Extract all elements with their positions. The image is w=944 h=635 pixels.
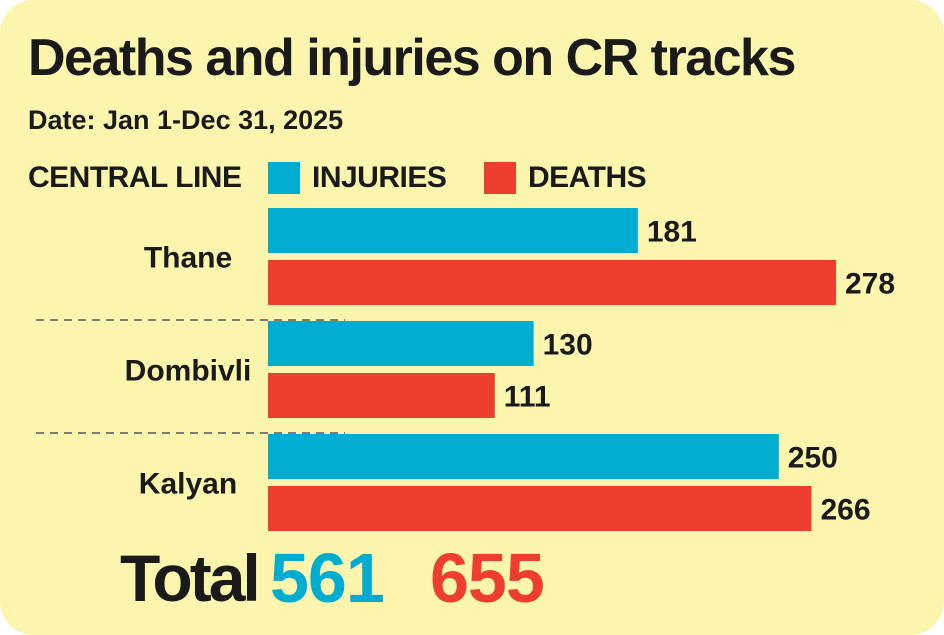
legend-deaths: DEATHS <box>484 158 647 198</box>
data-label-injuries-kalyan: 250 <box>788 442 838 475</box>
date-range: Date: Jan 1-Dec 31, 2025 <box>28 105 344 135</box>
data-label-deaths-dombivli: 111 <box>504 381 551 414</box>
legend-swatch-injuries <box>268 162 300 194</box>
total-injuries-value: 561 <box>270 539 385 617</box>
category-label-dombivli: Dombivli <box>125 355 252 388</box>
legend-injuries: INJURIES <box>268 158 447 198</box>
chart-title: Deaths and injuries on CR tracks <box>28 29 796 87</box>
data-label-deaths-thane: 278 <box>845 268 895 301</box>
bar-deaths-dombivli <box>268 373 495 418</box>
data-label-injuries-dombivli: 130 <box>543 329 593 362</box>
category-label-thane: Thane <box>144 242 232 275</box>
total-label: Total <box>120 541 261 615</box>
bar-injuries-dombivli <box>268 321 534 366</box>
legend-swatch-deaths <box>484 162 516 194</box>
bar-deaths-kalyan <box>268 486 812 531</box>
total-deaths-value: 655 <box>430 539 545 617</box>
bar-deaths-thane <box>268 260 836 305</box>
legend-label-deaths: DEATHS <box>528 161 647 194</box>
legend-label-injuries: INJURIES <box>312 161 447 194</box>
data-label-injuries-thane: 181 <box>647 216 697 249</box>
bar-injuries-thane <box>268 208 638 253</box>
category-label-kalyan: Kalyan <box>139 468 237 501</box>
data-label-deaths-kalyan: 266 <box>820 494 870 527</box>
bar-injuries-kalyan <box>268 434 779 479</box>
line-label: CENTRAL LINE <box>28 161 242 194</box>
